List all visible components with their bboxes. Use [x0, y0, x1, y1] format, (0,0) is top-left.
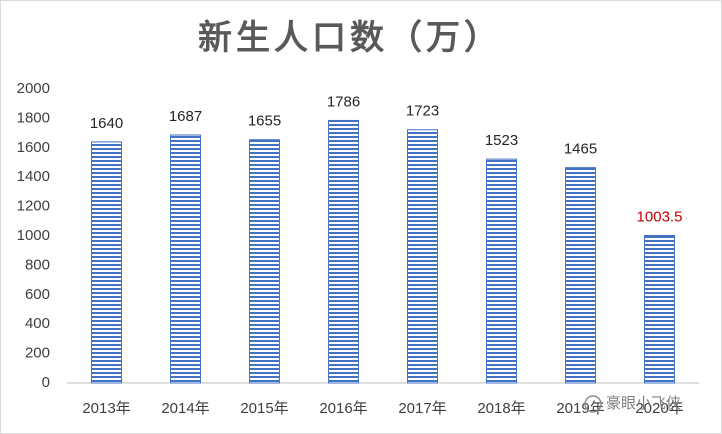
y-tick-label: 400 — [25, 315, 50, 332]
y-tick-label: 0 — [42, 374, 50, 391]
y-tick-label: 200 — [25, 345, 50, 362]
x-tick-label: 2019年 — [556, 400, 604, 417]
x-tick-label: 2020年 — [635, 400, 683, 417]
y-tick-label: 1200 — [17, 198, 50, 215]
y-tick-label: 1600 — [17, 139, 50, 156]
bar — [170, 134, 201, 384]
watermark: 豪眼小飞侠 — [584, 394, 681, 413]
bar — [565, 167, 596, 384]
bar — [486, 158, 517, 384]
value-label: 1640 — [90, 115, 123, 132]
chart-title: 新生人口数（万） — [198, 18, 502, 57]
bar — [91, 141, 122, 384]
y-tick-label: 2000 — [17, 80, 50, 97]
watermark-icon — [584, 395, 602, 413]
value-label: 1786 — [327, 93, 360, 110]
y-tick-label: 800 — [25, 256, 50, 273]
value-label: 1687 — [169, 108, 202, 125]
x-tick-label: 2015年 — [240, 400, 288, 417]
x-tick-label: 2014年 — [161, 400, 209, 417]
value-label: 1465 — [564, 141, 597, 158]
x-tick-label: 2013年 — [82, 400, 130, 417]
value-label: 1723 — [406, 103, 439, 120]
value-label: 1003.5 — [637, 208, 683, 225]
value-label: 1523 — [485, 132, 518, 149]
value-label: 1655 — [248, 113, 281, 130]
x-tick-label: 2016年 — [319, 400, 367, 417]
y-tick-label: 600 — [25, 286, 50, 303]
y-tick-label: 1400 — [17, 168, 50, 185]
x-tick-label: 2018年 — [477, 400, 525, 417]
watermark-text: 豪眼小飞侠 — [606, 394, 681, 412]
y-tick-label: 1800 — [17, 109, 50, 126]
bar — [249, 139, 280, 384]
bar — [644, 234, 675, 384]
bar — [328, 119, 359, 384]
y-tick-label: 1000 — [17, 227, 50, 244]
x-tick-label: 2017年 — [398, 400, 446, 417]
bar — [407, 129, 438, 384]
